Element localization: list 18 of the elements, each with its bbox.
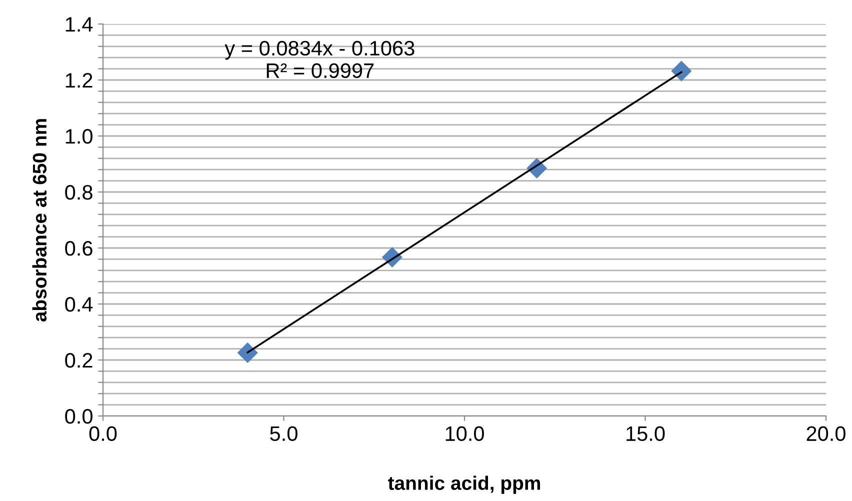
y-axis-title: absorbance at 650 nm bbox=[32, 119, 47, 322]
y-tick-label: 1.2 bbox=[66, 73, 92, 88]
y-tick-label: 0.8 bbox=[65, 185, 92, 200]
y-tick-label: 0.4 bbox=[65, 297, 93, 312]
point bbox=[237, 342, 258, 364]
y-tick-label: 0.6 bbox=[65, 241, 92, 256]
y-tick-label: 0.2 bbox=[65, 353, 92, 368]
y-tick-label: 1.0 bbox=[66, 129, 92, 144]
annotation: y = 0.0834x - 0.1063 R² = 0.9997 bbox=[224, 40, 414, 78]
y-tick-label: 1.4 bbox=[66, 17, 93, 32]
x-tick-label: 10.0 bbox=[446, 426, 484, 442]
x-tick-label: 15.0 bbox=[626, 426, 665, 442]
y-tick-label: 0.0 bbox=[65, 409, 92, 424]
point bbox=[671, 60, 692, 82]
x-tick-label: 5.0 bbox=[270, 426, 298, 442]
x-tick-label: 0.0 bbox=[89, 426, 117, 442]
x-axis-title: tannic acid, ppm bbox=[388, 476, 540, 494]
x-tick-label: 20.0 bbox=[806, 426, 846, 442]
